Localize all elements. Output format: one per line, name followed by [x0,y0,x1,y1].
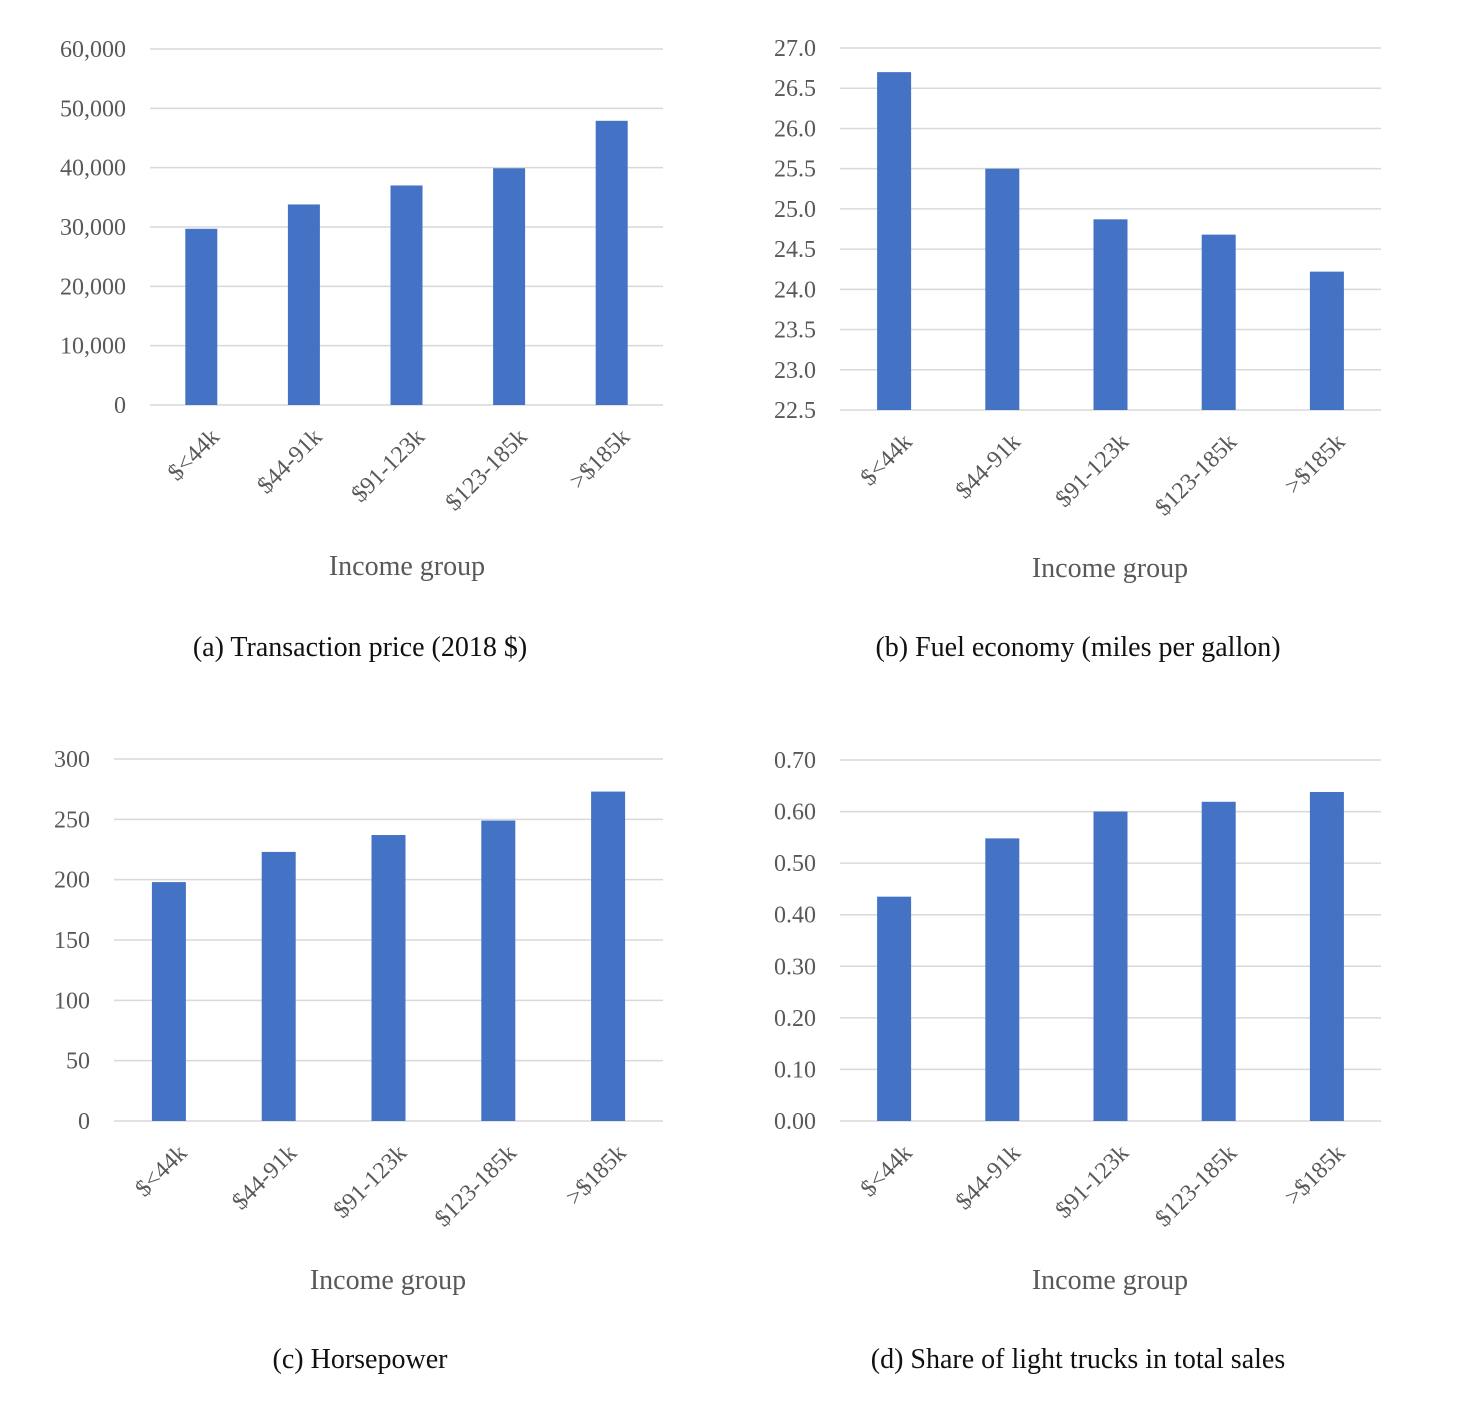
x-tick-label: $<44k [856,429,918,491]
y-tick-label: 0 [78,1109,90,1135]
x-tick-label: $123-185k [441,424,533,516]
y-tick-label: 30,000 [60,215,126,241]
x-tick-label: >$185k [561,1140,631,1210]
y-tick-label: 150 [54,928,90,954]
bar-123-185k [1201,801,1236,1121]
x-tick-label: $123-185k [1150,1140,1242,1232]
chart-panel-transaction-price: 0 10,000 20,000 30,000 40,000 50,000 60,000 $<4… [0,0,731,700]
y-tick-label: 0.70 [774,748,816,774]
y-tick-label: 23.0 [774,358,816,384]
bar-44-91k [261,851,296,1121]
x-axis-label: Income group [1032,1265,1188,1296]
y-tick-label: 26.0 [774,116,816,142]
bar-185k [1309,271,1344,410]
caption-c: (c) Horsepower [272,1344,448,1375]
y-tick-label: 23.5 [774,318,816,344]
bar-44-91k [985,838,1020,1121]
y-tick-label: 22.5 [774,398,816,424]
x-tick-label: >$185k [1280,1140,1350,1210]
y-tick-label: 250 [54,807,90,833]
x-tick-label: $91-123k [1051,429,1134,512]
y-tick-label: 0.10 [774,1057,816,1083]
bar-185k [1309,791,1344,1121]
x-tick-label: $123-185k [1150,429,1242,521]
x-tick-label: $44-91k [951,429,1026,504]
y-tick-label: 27.0 [774,36,816,62]
x-tick-label: >$185k [1280,429,1350,499]
bar-44-91k [287,204,320,405]
x-tick-label: $123-185k [430,1140,522,1232]
y-tick-label: 24.5 [774,237,816,263]
bar-44k [877,72,912,410]
y-tick-label: 50,000 [60,96,126,122]
x-tick-label: $44-91k [951,1140,1026,1215]
bar-44k [877,896,912,1121]
x-tick-label: $<44k [131,1140,193,1202]
bar-44-91k [985,168,1020,410]
chart-panel-horsepower: 0 50 100 150 200 250 300 $<44k $44-91k $91-123k $1… [0,700,731,1402]
y-tick-label: 0.60 [774,800,816,826]
x-tick-label: $44-91k [227,1140,302,1215]
y-tick-label: 200 [54,868,90,894]
y-tick-label: 0 [114,393,126,419]
y-tick-label: 0.30 [774,954,816,980]
bar-91-123k [1093,811,1128,1121]
bar-185k [591,791,626,1121]
bar-44k [151,882,186,1121]
y-tick-label: 0.20 [774,1006,816,1032]
bar-chart-transaction-price: 0 10,000 20,000 30,000 40,000 50,000 60,000 $<4… [60,37,663,582]
y-tick-label: 100 [54,988,90,1014]
bar-chart-fuel-economy: 22.5 23.0 23.5 24.0 24.5 25.0 25.5 26.0 26.5 27.0… [774,36,1381,584]
y-tick-label: 25.0 [774,197,816,223]
caption-d: (d) Share of light trucks in total sales [870,1344,1286,1375]
bar-chart-light-truck-share: 0.00 0.10 0.20 0.30 0.40 0.50 0.60 0.70 $<44k $44… [774,748,1381,1296]
y-tick-label: 0.40 [774,903,816,929]
bar-44k [185,228,218,405]
x-tick-label: $<44k [856,1140,918,1202]
y-tick-label: 50 [66,1049,90,1075]
bar-123-185k [1201,234,1236,410]
bar-91-123k [1093,219,1128,410]
y-tick-label: 0.50 [774,851,816,877]
chart-panel-fuel-economy: 22.5 23.0 23.5 24.0 24.5 25.0 25.5 26.0 26.5 27.0… [731,0,1462,700]
caption-b: (b) Fuel economy (miles per gallon) [875,632,1281,663]
bar-chart-horsepower: 0 50 100 150 200 250 300 $<44k $44-91k $91-123k $1… [54,747,663,1296]
chart-panel-light-truck-share: 0.00 0.10 0.20 0.30 0.40 0.50 0.60 0.70 $<44k $44… [731,700,1462,1402]
y-tick-label: 26.5 [774,76,816,102]
y-tick-label: 40,000 [60,156,126,182]
bar-123-185k [493,168,526,405]
y-tick-label: 0.00 [774,1109,816,1135]
x-tick-label: $91-123k [329,1140,412,1223]
x-axis-label: Income group [310,1265,466,1296]
bar-185k [595,120,628,405]
bar-123-185k [481,820,516,1121]
y-tick-label: 20,000 [60,274,126,300]
x-tick-label: $<44k [163,424,225,486]
y-tick-label: 60,000 [60,37,126,63]
x-tick-label: >$185k [565,424,635,494]
x-tick-label: $44-91k [253,424,328,499]
x-axis-label: Income group [1032,553,1188,584]
y-tick-label: 24.0 [774,277,816,303]
bar-91-123k [390,185,423,405]
x-tick-label: $91-123k [1051,1140,1134,1223]
y-tick-label: 10,000 [60,334,126,360]
y-tick-label: 25.5 [774,157,816,183]
y-tick-label: 300 [54,747,90,773]
bar-91-123k [371,835,406,1121]
x-axis-label: Income group [329,551,485,582]
x-tick-label: $91-123k [347,424,430,507]
caption-a: (a) Transaction price (2018 $) [192,632,528,663]
